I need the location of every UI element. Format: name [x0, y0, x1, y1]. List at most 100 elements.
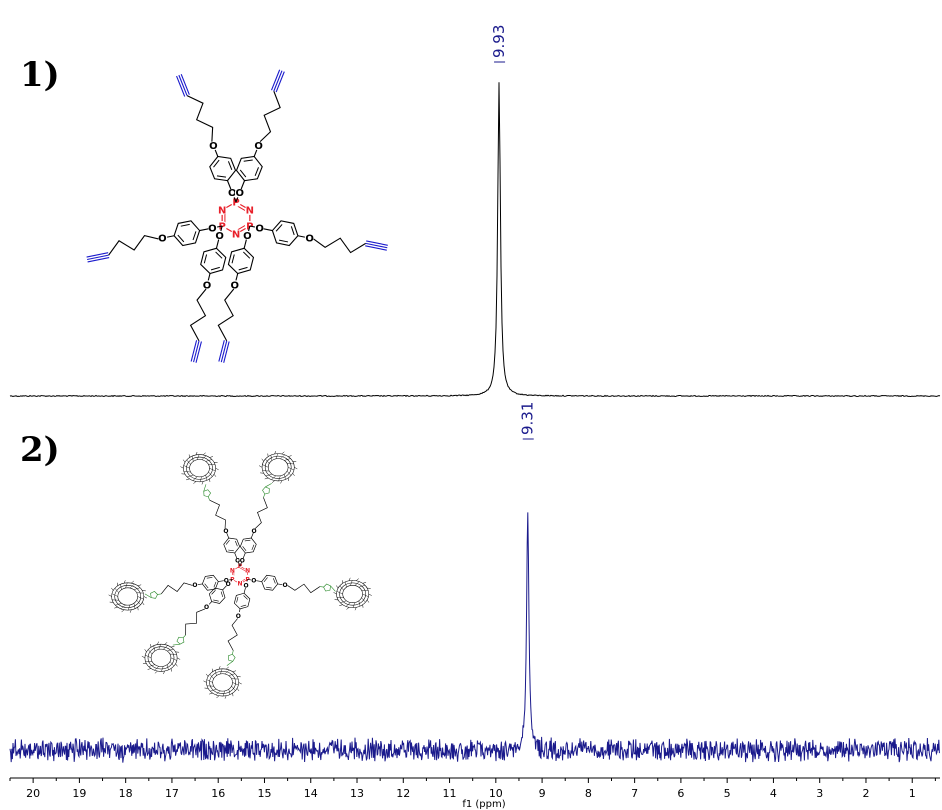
- alkyne-bond: [218, 340, 225, 362]
- cd-bond: [232, 682, 239, 686]
- cd-bond: [205, 474, 208, 481]
- peak-label-2: 9.31: [519, 402, 537, 440]
- cd-bond: [288, 467, 295, 471]
- cd-bond: [270, 455, 273, 461]
- cd-bond: [145, 654, 152, 659]
- triazole-ring: [176, 636, 185, 645]
- cd-bond: [352, 602, 356, 608]
- alkyl-chain: [189, 288, 207, 342]
- cd-bond: [286, 470, 292, 476]
- cd-oh: [215, 467, 219, 471]
- atom-bg: [254, 222, 265, 233]
- x-tick-label: 9: [539, 787, 546, 800]
- aromatic-bond: [216, 175, 227, 178]
- cd-bond: [362, 593, 369, 597]
- triazole-link: [157, 593, 162, 595]
- cd-bond: [278, 475, 281, 481]
- cd-oh: [141, 655, 146, 659]
- aromatic-bond: [235, 540, 238, 547]
- atom-label: N: [245, 568, 250, 575]
- atom-bg: [207, 222, 218, 233]
- cd-oh: [264, 477, 269, 480]
- x-tick-label: 19: [72, 787, 86, 800]
- cd-oh: [348, 577, 351, 581]
- peak-label-1: 9.93: [490, 25, 508, 63]
- aromatic-bond: [244, 539, 251, 542]
- cd-oh: [108, 594, 112, 597]
- cd-bond: [284, 474, 286, 480]
- cd-oh: [180, 466, 184, 469]
- cd-oh: [288, 455, 292, 457]
- aromatic-bond: [192, 231, 197, 241]
- o-aryl-bond: [256, 580, 262, 582]
- cd-oh: [258, 465, 263, 468]
- cd-oh: [209, 692, 213, 695]
- cd-oh: [123, 580, 126, 584]
- aromatic-bond: [231, 254, 235, 264]
- o-aryl-bond: [215, 239, 220, 249]
- cd-bond: [228, 689, 231, 695]
- cyclodextrin: [108, 580, 147, 613]
- cd-bond: [158, 644, 161, 650]
- svg-text:9.31: 9.31: [519, 402, 537, 435]
- cd-oh: [201, 481, 204, 485]
- atom-bg: [208, 140, 219, 151]
- cd-ring: [209, 670, 236, 694]
- atom-label: N: [232, 230, 240, 241]
- alkyne-bond: [223, 341, 230, 363]
- cd-ring: [342, 585, 363, 603]
- atom-label: O: [240, 558, 245, 565]
- aromatic-bond: [243, 159, 253, 162]
- aromatic-bond: [290, 226, 295, 236]
- aromatic-bond: [266, 586, 272, 589]
- cd-bond: [215, 690, 221, 696]
- atom-label: O: [209, 141, 218, 152]
- atom-label: N: [237, 581, 242, 588]
- cd-bond: [137, 596, 144, 600]
- cd-ring: [117, 587, 138, 606]
- cd-bond: [210, 689, 217, 692]
- cd-ring: [206, 668, 239, 697]
- x-tick-label: 13: [350, 787, 364, 800]
- cd-oh: [202, 452, 206, 456]
- cd-bond: [262, 464, 269, 468]
- x-tick-label: 3: [816, 787, 823, 800]
- cd-bond: [120, 604, 126, 610]
- cd-bond: [215, 670, 217, 676]
- atom-label: O: [244, 583, 249, 590]
- atom-bg: [202, 280, 213, 291]
- alkyne-bond: [220, 340, 228, 363]
- alkyne-bond: [86, 254, 109, 261]
- aromatic-bond: [238, 266, 248, 271]
- aromatic-bond: [225, 539, 230, 545]
- alkyne-bond: [86, 252, 109, 258]
- atom-label: O: [223, 528, 228, 535]
- cyclodextrin: [333, 577, 372, 611]
- cd-bond: [361, 597, 366, 603]
- aromatic-bond: [243, 595, 248, 600]
- cd-bond: [265, 458, 270, 464]
- cd-ring: [261, 453, 295, 482]
- alkyne-bond: [270, 69, 281, 91]
- atom-label: N: [230, 568, 235, 575]
- alkyl-chain: [108, 234, 159, 256]
- cd-oh: [261, 458, 264, 462]
- alkyne-bond: [87, 257, 110, 263]
- cd-bond: [129, 583, 135, 589]
- cd-bond: [167, 648, 174, 652]
- triazole-ring: [262, 486, 270, 495]
- alkyl-chain: [186, 95, 214, 142]
- cd-bond: [133, 603, 136, 609]
- cd-bond: [136, 600, 141, 605]
- cd-oh: [137, 584, 142, 586]
- cd-ring: [212, 673, 233, 692]
- cd-oh: [339, 604, 343, 606]
- aromatic-bond: [204, 583, 209, 589]
- aromatic-bond: [263, 577, 268, 583]
- atom-label: N: [246, 206, 254, 217]
- cd-oh: [193, 481, 197, 484]
- atom-label: O: [158, 234, 167, 245]
- cd-oh: [218, 666, 221, 670]
- cd-bond: [336, 591, 343, 595]
- cd-oh: [216, 695, 220, 699]
